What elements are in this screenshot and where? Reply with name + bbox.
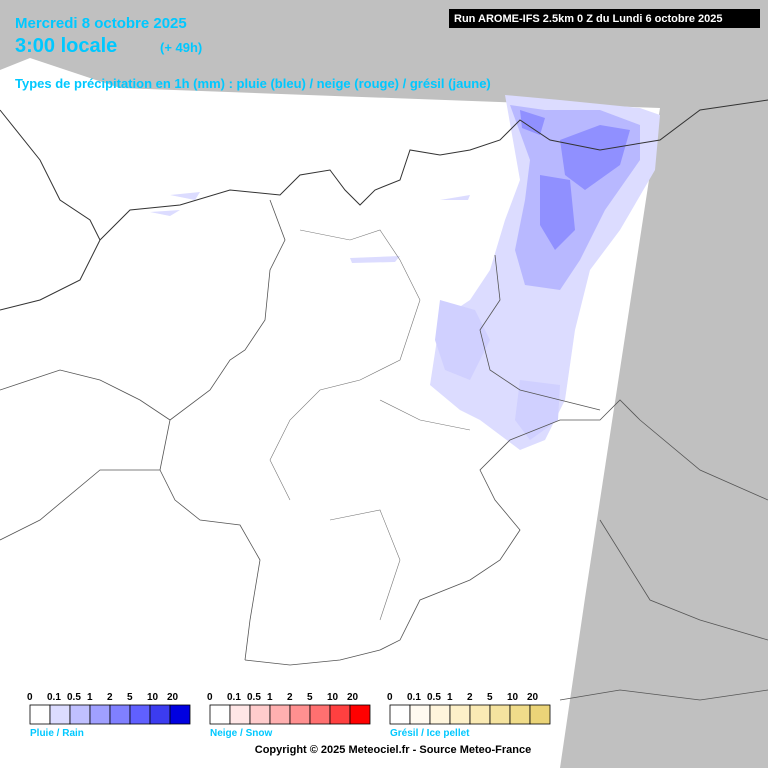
legend-tick: 0.5 bbox=[67, 692, 81, 703]
legend-swatch bbox=[469, 704, 491, 725]
legend-tick: 0 bbox=[27, 692, 33, 703]
copyright: Copyright © 2025 Meteociel.fr - Source M… bbox=[255, 744, 531, 756]
date: Mercredi 8 octobre 2025 bbox=[15, 15, 187, 32]
time: 3:00 locale bbox=[15, 35, 117, 57]
run-box bbox=[449, 9, 760, 28]
legend-tick: 0.5 bbox=[427, 692, 441, 703]
rain-patch bbox=[435, 300, 560, 440]
border bbox=[479, 254, 601, 411]
legend-swatch bbox=[249, 704, 271, 725]
legend-tick: 20 bbox=[347, 692, 359, 703]
legend-tick: 10 bbox=[147, 692, 159, 703]
legend-swatch bbox=[149, 704, 171, 725]
legend-swatch bbox=[329, 704, 351, 725]
legend-tick: 10 bbox=[327, 692, 339, 703]
legend-swatch bbox=[349, 704, 371, 725]
legend-tick: 20 bbox=[167, 692, 179, 703]
legend-tick: 0 bbox=[387, 692, 393, 703]
legend-swatch bbox=[529, 704, 551, 725]
legend-swatch bbox=[489, 704, 511, 725]
legend-swatch bbox=[389, 704, 411, 725]
legend-swatch bbox=[49, 704, 71, 725]
legend-tick: 1 bbox=[87, 692, 93, 703]
legend-tick: 20 bbox=[527, 692, 539, 703]
legend-swatch bbox=[29, 704, 51, 725]
legend-label: Neige / Snow bbox=[210, 728, 272, 739]
legend-swatch bbox=[309, 704, 331, 725]
legend-tick: 0.1 bbox=[47, 692, 61, 703]
legend-swatch bbox=[449, 704, 471, 725]
legend-swatch bbox=[129, 704, 151, 725]
rain-heavy bbox=[520, 110, 630, 250]
lead-time: (+ 49h) bbox=[160, 40, 202, 55]
legend-swatch bbox=[269, 704, 291, 725]
legend-swatch bbox=[289, 704, 311, 725]
legend-swatch bbox=[169, 704, 191, 725]
border bbox=[0, 369, 768, 701]
border bbox=[244, 399, 768, 666]
legend-swatch bbox=[69, 704, 91, 725]
legend-swatch bbox=[509, 704, 531, 725]
legend-tick: 5 bbox=[307, 692, 313, 703]
legend-tick: 2 bbox=[467, 692, 473, 703]
legend-tick: 2 bbox=[107, 692, 113, 703]
legend-swatch bbox=[429, 704, 451, 725]
legend-swatch bbox=[409, 704, 431, 725]
legend-swatch bbox=[209, 704, 231, 725]
legend-tick: 5 bbox=[127, 692, 133, 703]
legend-tick: 1 bbox=[267, 692, 273, 703]
legend-tick: 2 bbox=[287, 692, 293, 703]
legend-swatch bbox=[89, 704, 111, 725]
legend-tick: 10 bbox=[507, 692, 519, 703]
legend-label: Pluie / Rain bbox=[30, 728, 84, 739]
legend-tick: 0 bbox=[207, 692, 213, 703]
legend-swatch bbox=[109, 704, 131, 725]
legend-tick: 0.5 bbox=[247, 692, 261, 703]
legend-label: Grésil / Ice pellet bbox=[390, 728, 470, 739]
borders bbox=[0, 99, 768, 701]
coastline bbox=[99, 99, 768, 241]
legend-swatch bbox=[229, 704, 251, 725]
legend-tick: 0.1 bbox=[407, 692, 421, 703]
legend-tick: 5 bbox=[487, 692, 493, 703]
legend-tick: 0.1 bbox=[227, 692, 241, 703]
model-domain bbox=[0, 58, 660, 768]
subtitle: Types de précipitation en 1h (mm) : plui… bbox=[15, 76, 491, 91]
region-border bbox=[269, 229, 471, 621]
run-info: Run AROME-IFS 2.5km 0 Z du Lundi 6 octob… bbox=[454, 13, 723, 25]
legend-tick: 1 bbox=[447, 692, 453, 703]
coastline bbox=[0, 109, 101, 311]
